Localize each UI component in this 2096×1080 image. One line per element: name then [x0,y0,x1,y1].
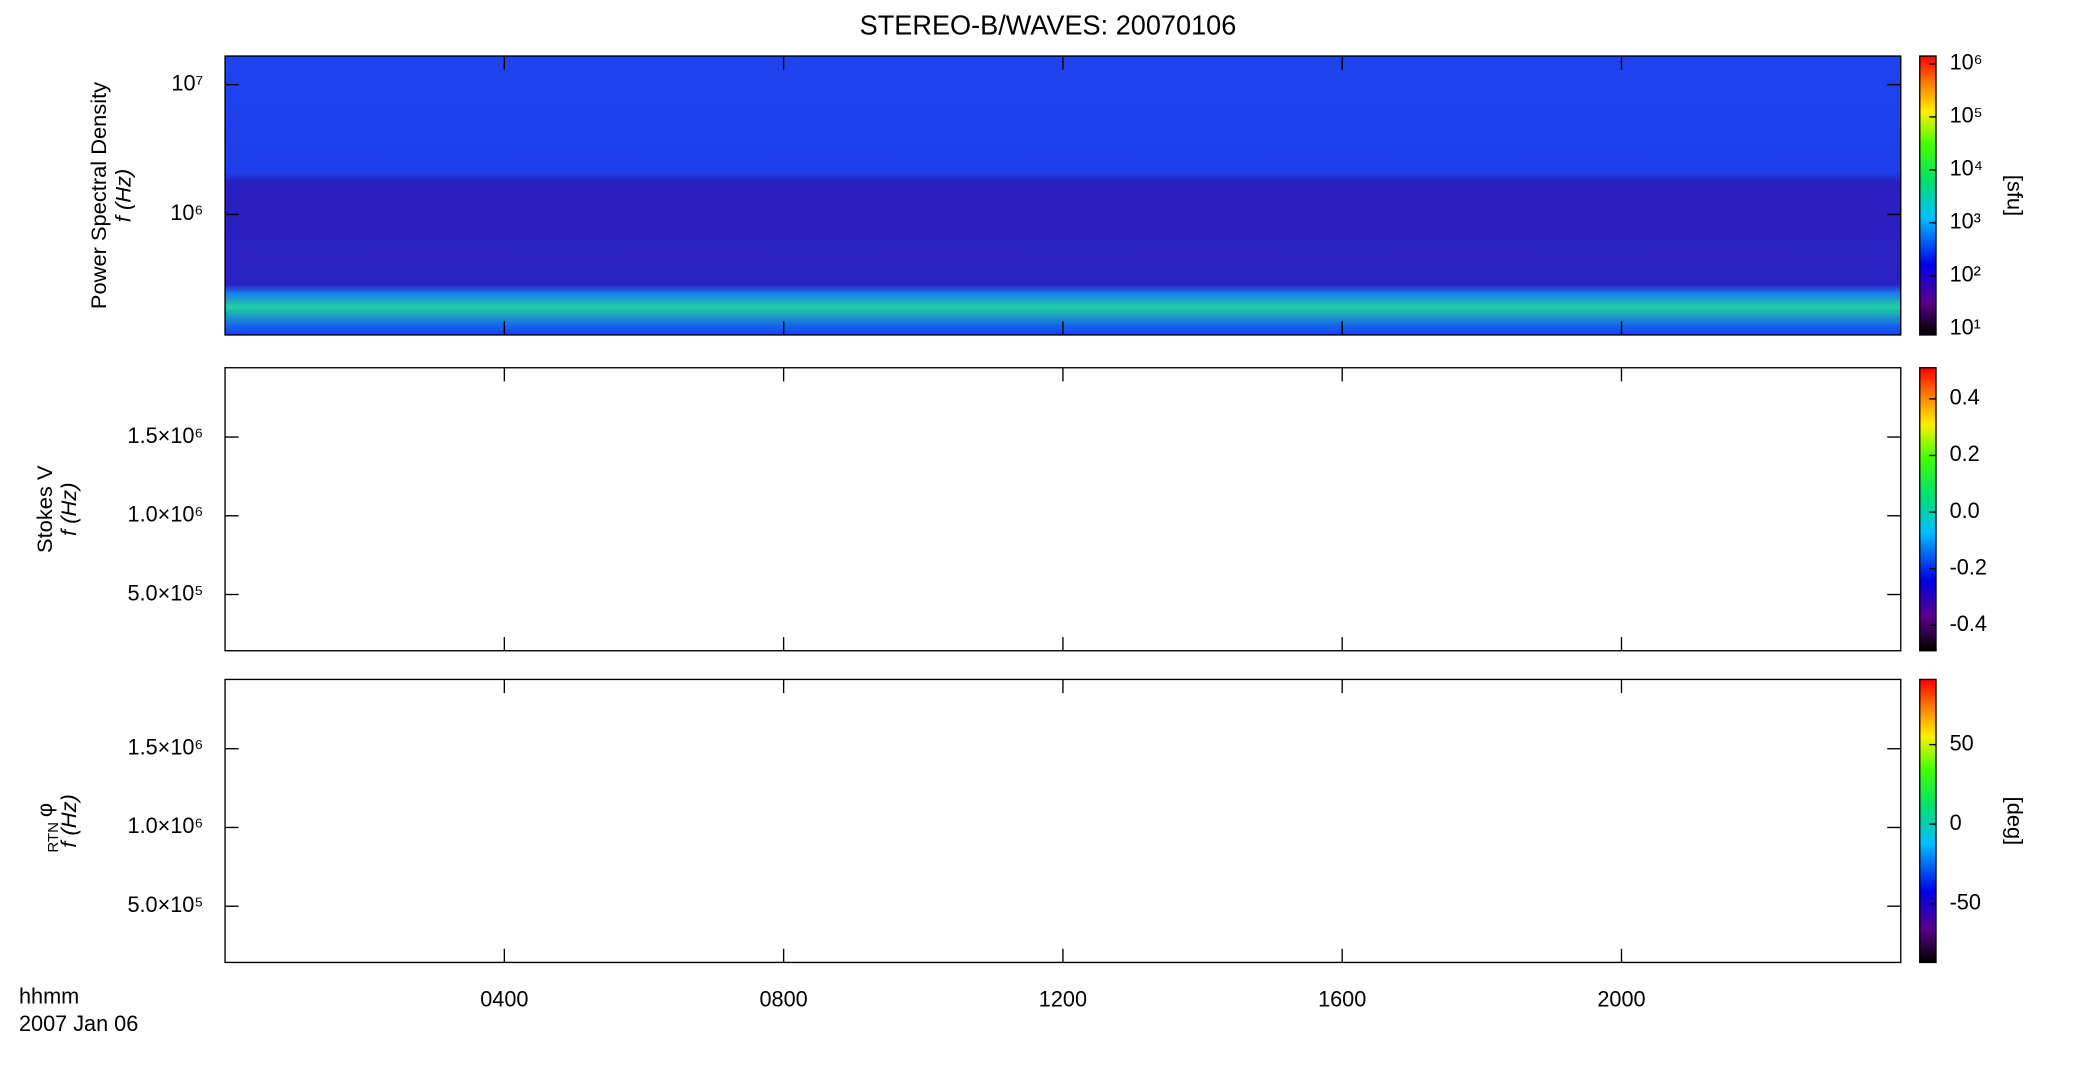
colorbar-tick-label: 10⁶ [1950,50,1983,75]
colorbar-label: [sfu] [2003,175,2028,216]
colorbar-tick-label: 10¹ [1950,314,1981,339]
y-tick-label: 1.0×10⁶ [128,813,204,838]
y-tick-label: 10⁷ [171,70,203,95]
colorbar-tick-label: -50 [1950,889,1981,914]
y-tick-label: 10⁶ [170,200,203,225]
y-tick-label: 5.0×10⁵ [127,580,203,605]
colorbar-tick-label: 0.2 [1950,441,1980,466]
y-axis-label-2: f (Hz) [56,794,81,847]
colorbar [1919,678,1937,964]
x-tick-label: 0400 [480,986,528,1011]
colorbar-tick-label: 0.4 [1950,385,1980,410]
colorbar-tick-label: 10⁴ [1950,156,1983,181]
colorbar-tick-label: 50 [1950,730,1974,755]
y-axis-label: Power Spectral Density [86,82,111,309]
x-axis-label: hhmm [19,984,79,1009]
colorbar-tick-label: 0 [1950,810,1962,835]
colorbar-tick-label: 0.0 [1950,498,1980,523]
y-axis-label: φ [32,803,57,817]
colorbar-label: [deg] [2003,797,2028,846]
y-axis-label-2: f (Hz) [56,483,81,536]
colorbar [1919,367,1937,652]
y-axis-label-2: f (Hz) [111,169,136,222]
y-tick-label: 5.0×10⁵ [127,892,203,917]
y-axis-label-sub: RTN [45,822,62,853]
colorbar-tick-label: -0.2 [1950,554,1987,579]
plot-frame [224,678,1902,964]
y-tick-label: 1.5×10⁶ [128,423,204,448]
y-tick-label: 1.5×10⁶ [128,734,204,759]
spectrogram-image [225,56,1901,335]
y-tick-label: 1.0×10⁶ [128,501,204,526]
plot-frame [224,367,1902,652]
x-tick-label: 1200 [1039,986,1087,1011]
y-axis-label: Stokes V [32,465,57,553]
x-tick-label: 1600 [1318,986,1366,1011]
colorbar-tick-label: -0.4 [1950,611,1987,636]
x-tick-label: 0800 [760,986,808,1011]
x-tick-label: 2000 [1597,986,1645,1011]
chart-title: STEREO-B/WAVES: 20070106 [860,9,1237,40]
colorbar-tick-label: 10⁵ [1950,103,1983,128]
x-axis-date: 2007 Jan 06 [19,1011,138,1036]
colorbar-tick-label: 10³ [1950,208,1981,233]
colorbar-tick-label: 10² [1950,261,1981,286]
colorbar [1919,55,1937,336]
